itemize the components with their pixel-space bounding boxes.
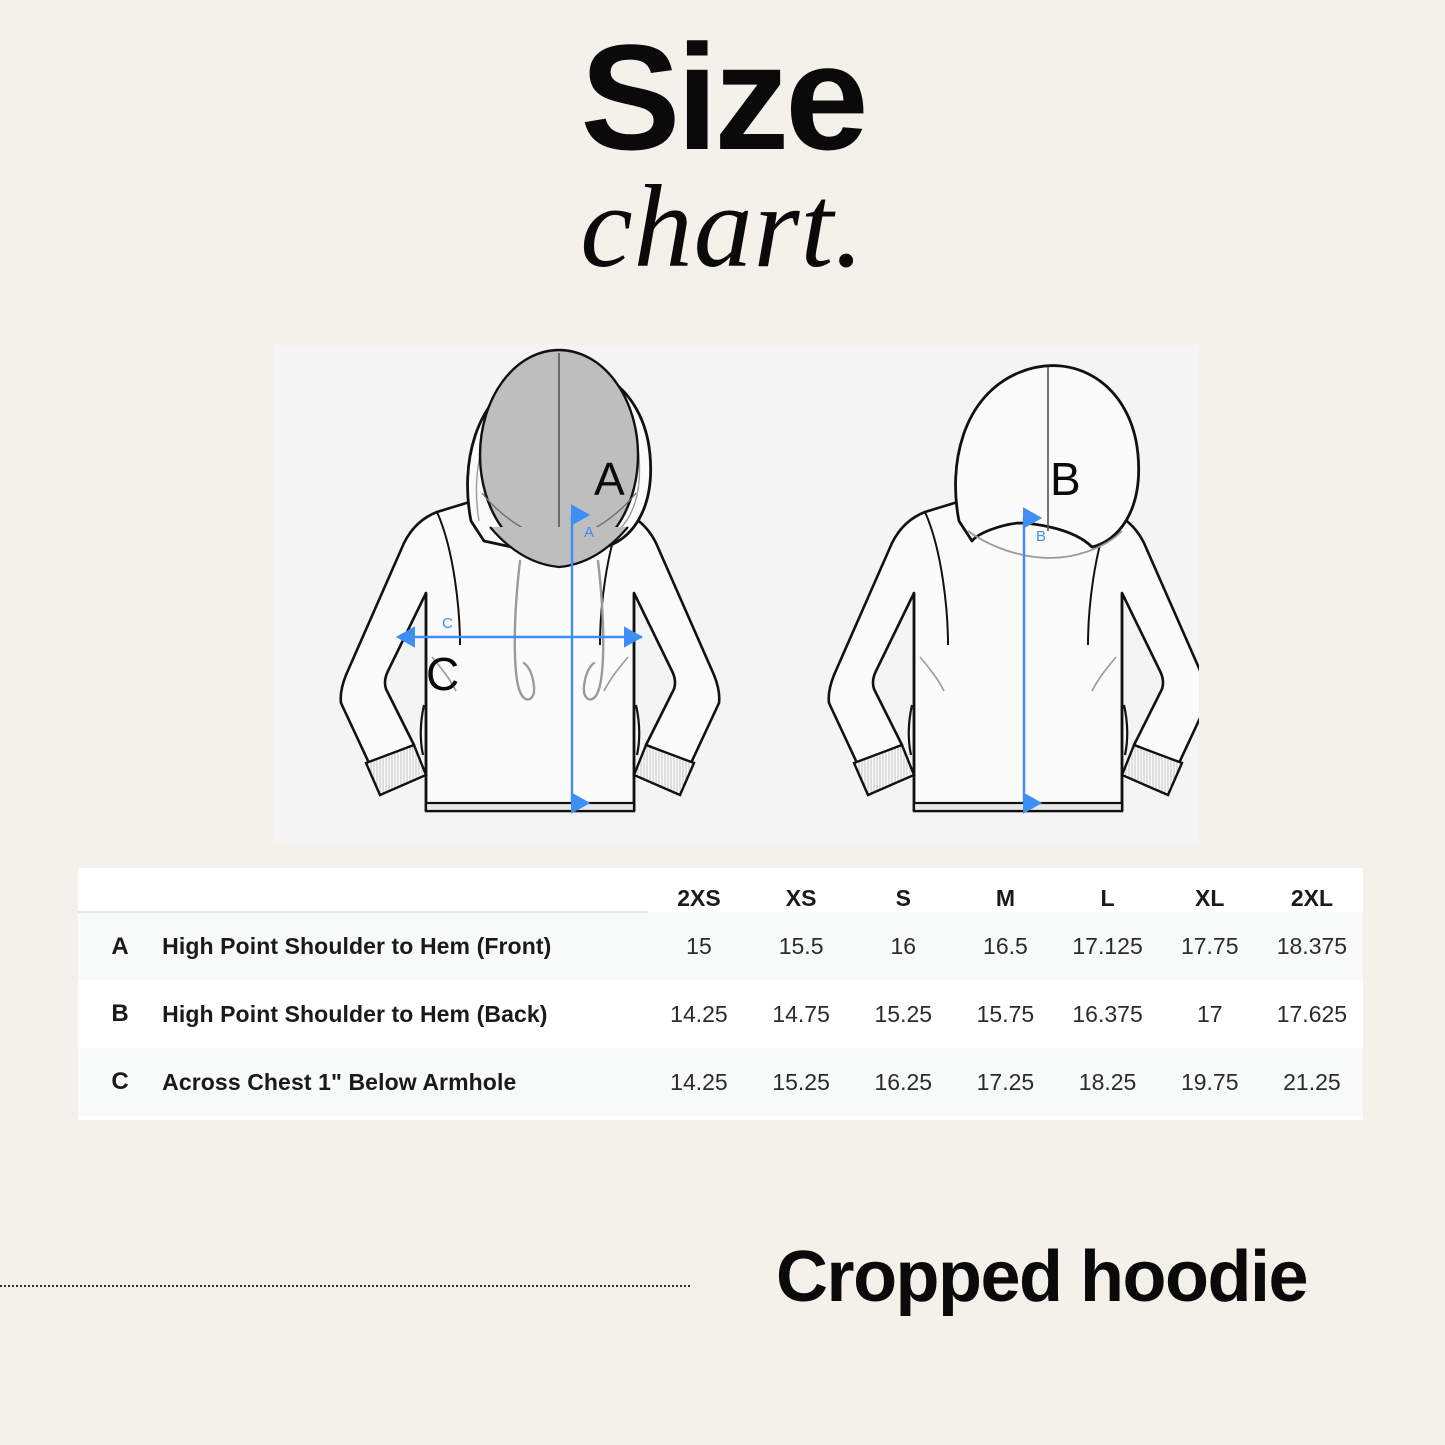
cell-b-s: 15.25 (852, 980, 955, 1048)
row-label-a: High Point Shoulder to Hem (Front) (162, 912, 648, 980)
measure-line-c: C (395, 615, 643, 648)
header-size-xs: XS (750, 868, 853, 912)
header-size-2xl: 2XL (1260, 868, 1363, 912)
header-size-m: M (954, 868, 1057, 912)
cell-a-2xl: 18.375 (1260, 912, 1363, 980)
garment-illustration-panel: A C A C (274, 345, 1199, 844)
cell-c-xl: 19.75 (1158, 1048, 1261, 1116)
table-body: A High Point Shoulder to Hem (Front) 15 … (78, 912, 1363, 1116)
table-header-row: 2XS XS S M L XL 2XL (78, 868, 1363, 913)
header-key-col (78, 868, 163, 913)
hoodie-front-view: A C A C (339, 348, 721, 814)
row-key-b: B (78, 980, 163, 1048)
cell-c-s: 16.25 (852, 1048, 955, 1116)
footer: Cropped hoodie (0, 1237, 1445, 1338)
callout-b: B (1050, 453, 1081, 505)
cell-a-xs: 15.5 (750, 912, 853, 980)
page-subtitle: chart. (580, 161, 865, 292)
cell-b-2xl: 17.625 (1260, 980, 1363, 1048)
measure-line-a: A (570, 504, 594, 814)
cell-b-2xs: 14.25 (647, 980, 751, 1048)
cell-c-l: 18.25 (1056, 1048, 1159, 1116)
callout-a: A (594, 453, 625, 505)
page-title: Size (580, 13, 868, 181)
footer-divider (0, 1285, 690, 1287)
cell-c-xs: 15.25 (750, 1048, 853, 1116)
table-row: B High Point Shoulder to Hem (Back) 14.2… (78, 980, 1363, 1048)
cell-b-xs: 14.75 (750, 980, 853, 1048)
measure-label-c-small: C (442, 615, 453, 632)
measure-line-b: B (1022, 507, 1046, 814)
hoodie-technical-drawing: A C A C (339, 348, 1199, 814)
header-size-xl: XL (1158, 868, 1261, 912)
row-label-c: Across Chest 1" Below Armhole (162, 1048, 648, 1116)
page-header: Size chart. (0, 0, 1445, 330)
header-desc-col (162, 868, 648, 913)
measure-label-b-small: B (1036, 528, 1046, 545)
measure-label-a-small: A (584, 524, 594, 541)
header-size-2xs: 2XS (647, 868, 751, 912)
row-key-c: C (78, 1048, 163, 1116)
cell-a-l: 17.125 (1056, 912, 1159, 980)
callout-c: C (426, 648, 459, 700)
table-row: C Across Chest 1" Below Armhole 14.25 15… (78, 1048, 1363, 1116)
cell-a-2xs: 15 (647, 912, 751, 980)
cell-c-2xs: 14.25 (647, 1048, 751, 1116)
cell-a-xl: 17.75 (1158, 912, 1261, 980)
product-name: Cropped hoodie (776, 1237, 1308, 1317)
table-row: A High Point Shoulder to Hem (Front) 15 … (78, 912, 1363, 980)
cell-c-m: 17.25 (954, 1048, 1057, 1116)
cell-a-m: 16.5 (954, 912, 1057, 980)
cell-b-xl: 17 (1158, 980, 1261, 1048)
cell-c-2xl: 21.25 (1260, 1048, 1363, 1116)
cell-b-m: 15.75 (954, 980, 1057, 1048)
table-header: 2XS XS S M L XL 2XL (78, 868, 1363, 913)
row-key-a: A (78, 912, 163, 980)
cell-b-l: 16.375 (1056, 980, 1159, 1048)
hoodie-back-view: B B (827, 364, 1199, 814)
header-size-s: S (852, 868, 955, 912)
cell-a-s: 16 (852, 912, 955, 980)
size-chart-table: 2XS XS S M L XL 2XL A High Point Shoulde… (78, 868, 1363, 1116)
size-table-panel: 2XS XS S M L XL 2XL A High Point Shoulde… (78, 868, 1363, 1120)
row-label-b: High Point Shoulder to Hem (Back) (162, 980, 648, 1048)
header-size-l: L (1056, 868, 1159, 912)
